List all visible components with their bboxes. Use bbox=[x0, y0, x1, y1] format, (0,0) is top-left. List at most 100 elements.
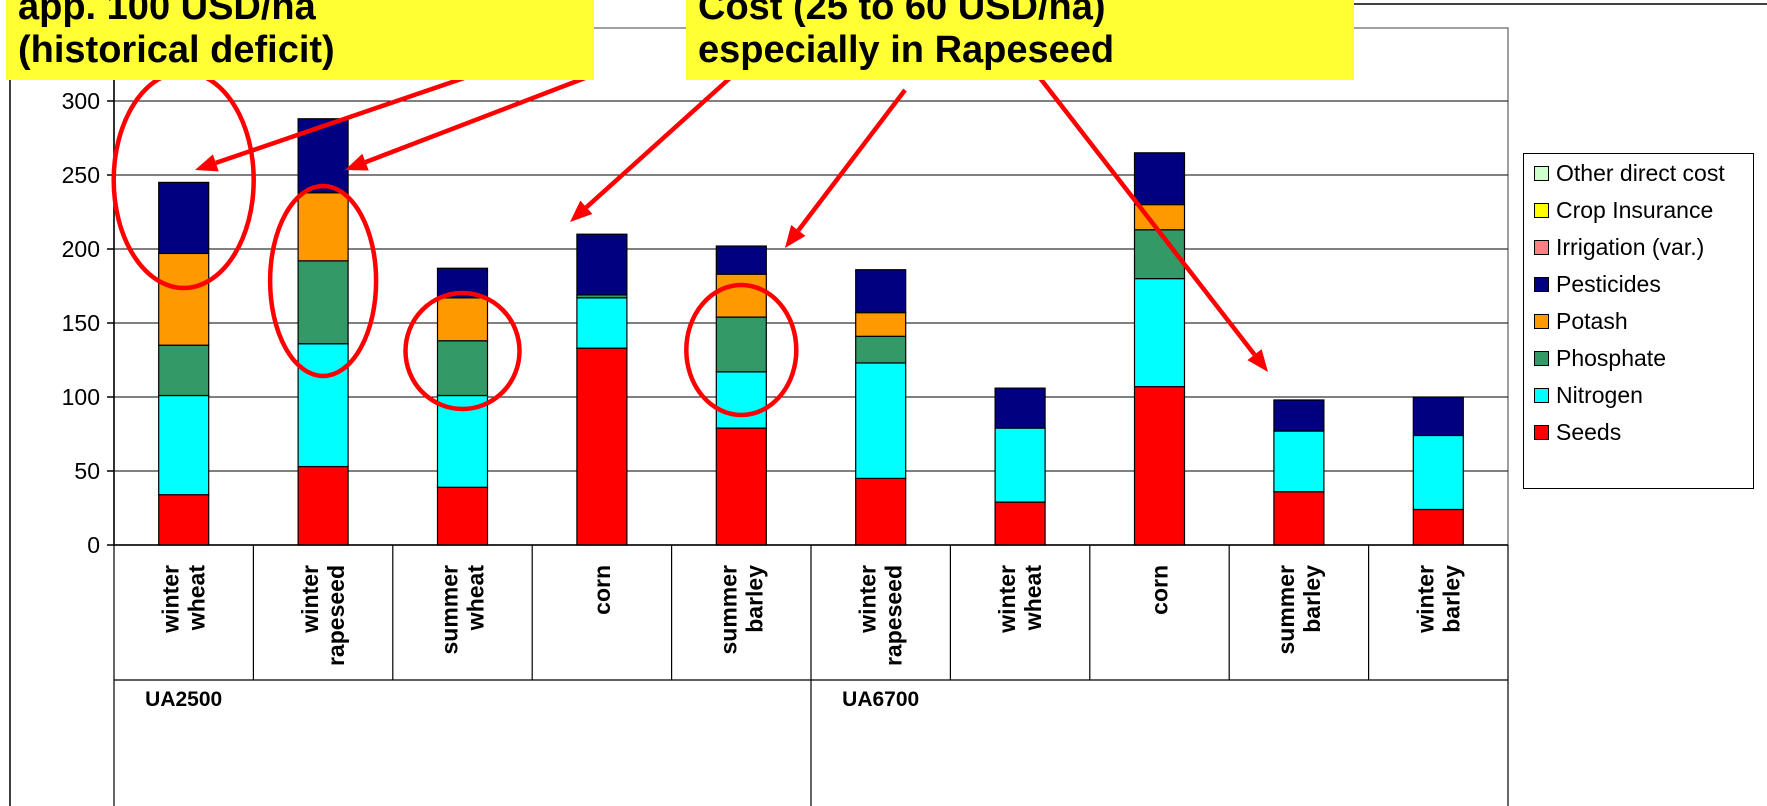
chart-legend: Other direct cost Crop Insurance Irrigatio… bbox=[1523, 153, 1754, 489]
group-label: UA2500 bbox=[145, 688, 222, 711]
bar-segment-seeds bbox=[297, 465, 349, 546]
x-category-label-line: winter bbox=[297, 565, 323, 634]
x-category-label-line: summer bbox=[1273, 565, 1299, 655]
group-label: UA6700 bbox=[842, 688, 919, 711]
x-category-label-line: wheat bbox=[1020, 565, 1046, 632]
bar-segment-pesticides bbox=[1273, 399, 1325, 432]
bar-segment-potash bbox=[715, 273, 767, 318]
callout-left-line-2: (historical deficit) bbox=[18, 29, 335, 71]
bar-segment-nitrogen bbox=[297, 343, 349, 468]
x-category-label-line: winter bbox=[158, 565, 184, 634]
x-category-label: winter rapeseed bbox=[297, 565, 349, 666]
bar-segment-phosphate bbox=[297, 260, 349, 345]
x-category-label-line: wheat bbox=[184, 565, 210, 632]
bar-segment-seeds bbox=[715, 427, 767, 546]
legend-label: Irrigation (var.) bbox=[1556, 233, 1705, 260]
bar-segment-pesticides bbox=[1133, 152, 1186, 206]
legend-swatch bbox=[1534, 276, 1549, 292]
x-category-label: summer barley bbox=[1273, 565, 1325, 655]
bar-segment-pesticides bbox=[994, 387, 1046, 429]
legend-label: Nitrogen bbox=[1556, 381, 1643, 408]
bar-segment-pesticides bbox=[158, 181, 210, 255]
legend-label: Other direct cost bbox=[1556, 159, 1725, 186]
legend-swatch bbox=[1534, 239, 1549, 255]
bar-segment-pesticides bbox=[855, 269, 907, 314]
legend-item-phosphate: Phosphate bbox=[1534, 343, 1666, 373]
bar-segment-potash bbox=[297, 192, 349, 262]
highlight-ellipse bbox=[403, 290, 522, 412]
x-category-label-line: corn bbox=[589, 565, 615, 615]
x-category-label-line: summer bbox=[715, 565, 741, 655]
bar-segment-seeds bbox=[855, 477, 907, 546]
legend-swatch bbox=[1534, 165, 1549, 181]
legend-item-seeds: Seeds bbox=[1534, 417, 1621, 447]
bar-segment-seeds bbox=[436, 486, 489, 546]
bar-segment-seeds bbox=[1412, 508, 1464, 546]
y-tick-label: 150 bbox=[62, 310, 100, 336]
x-category-label: winter wheat bbox=[158, 565, 210, 634]
bar-segment-pesticides bbox=[576, 233, 628, 296]
x-category-label-line: barley bbox=[741, 565, 767, 633]
bar-segment-nitrogen bbox=[1412, 434, 1464, 511]
callout-right-line-2: especially in Rapeseed bbox=[698, 29, 1115, 71]
annotations-layer bbox=[111, 37, 1268, 418]
legend-swatch bbox=[1534, 313, 1549, 329]
bar-segment-seeds bbox=[994, 501, 1046, 546]
x-category-label: corn bbox=[589, 565, 615, 615]
x-category-label: corn bbox=[1147, 565, 1173, 615]
bar-segment-nitrogen bbox=[855, 362, 907, 479]
callout-historical-deficit: app. 100 USD/ha (historical deficit) bbox=[6, 0, 594, 80]
y-tick-label: 50 bbox=[74, 458, 100, 484]
bar-segment-pesticides bbox=[1412, 396, 1464, 437]
legend-item-irrigation-var: Irrigation (var.) bbox=[1534, 232, 1704, 262]
legend-swatch bbox=[1534, 202, 1549, 218]
bar-segment-nitrogen bbox=[158, 394, 210, 496]
callout-cost-rapeseed: Cost (25 to 60 USD/ha) especially in Rap… bbox=[686, 0, 1354, 80]
x-category-label: winter barley bbox=[1412, 565, 1464, 634]
bar-segment-phosphate bbox=[715, 316, 767, 373]
bar-segment-nitrogen bbox=[1133, 278, 1186, 388]
legend-item-pesticides: Pesticides bbox=[1534, 269, 1661, 299]
y-tick-label: 250 bbox=[62, 162, 100, 188]
bar-segment-pesticides bbox=[297, 118, 349, 194]
bar-segment-phosphate bbox=[436, 340, 489, 397]
annotation-arrow bbox=[570, 76, 732, 222]
x-category-label-line: winter bbox=[1412, 565, 1438, 634]
y-tick-label: 200 bbox=[62, 236, 100, 262]
highlight-ellipse bbox=[684, 282, 799, 418]
x-category-label-line: wheat bbox=[463, 565, 489, 632]
x-category-label-line: summer bbox=[437, 565, 463, 655]
legend-label: Potash bbox=[1556, 307, 1628, 334]
bars bbox=[158, 118, 1464, 546]
x-category-label-line: barley bbox=[1438, 565, 1464, 633]
bar-segment-seeds bbox=[576, 347, 628, 546]
legend-label: Seeds bbox=[1556, 418, 1622, 445]
legend-label: Crop Insurance bbox=[1556, 196, 1714, 223]
bar-segment-seeds bbox=[1273, 491, 1325, 546]
x-category-label: summer wheat bbox=[437, 565, 489, 655]
legend-item-other-direct-cost: Other direct cost bbox=[1534, 158, 1725, 188]
x-category-label-line: winter bbox=[855, 565, 881, 634]
legend-item-potash: Potash bbox=[1534, 306, 1628, 336]
callout-right-line-1: Cost (25 to 60 USD/ha) bbox=[698, 0, 1106, 28]
highlight-ellipse bbox=[267, 183, 379, 379]
y-tick-label: 100 bbox=[62, 384, 100, 410]
bar-segment-nitrogen bbox=[1273, 430, 1325, 493]
annotation-arrow bbox=[345, 75, 586, 171]
annotation-arrow bbox=[1038, 76, 1268, 372]
callout-left-line-1: app. 100 USD/ha bbox=[18, 0, 316, 28]
bar-segment-pesticides bbox=[715, 245, 767, 275]
legend-item-crop-insurance: Crop Insurance bbox=[1534, 195, 1713, 225]
bar-segment-seeds bbox=[1133, 386, 1186, 546]
legend-item-nitrogen: Nitrogen bbox=[1534, 380, 1643, 410]
legend-label: Phosphate bbox=[1556, 344, 1666, 371]
x-category-label-line: winter bbox=[994, 565, 1020, 634]
legend-swatch bbox=[1534, 350, 1549, 366]
x-category-label-line: rapeseed bbox=[323, 565, 349, 666]
legend-swatch bbox=[1534, 424, 1549, 440]
bar-segment-potash bbox=[158, 252, 210, 346]
y-tick-label: 300 bbox=[62, 88, 100, 114]
x-category-label-line: corn bbox=[1147, 565, 1173, 615]
